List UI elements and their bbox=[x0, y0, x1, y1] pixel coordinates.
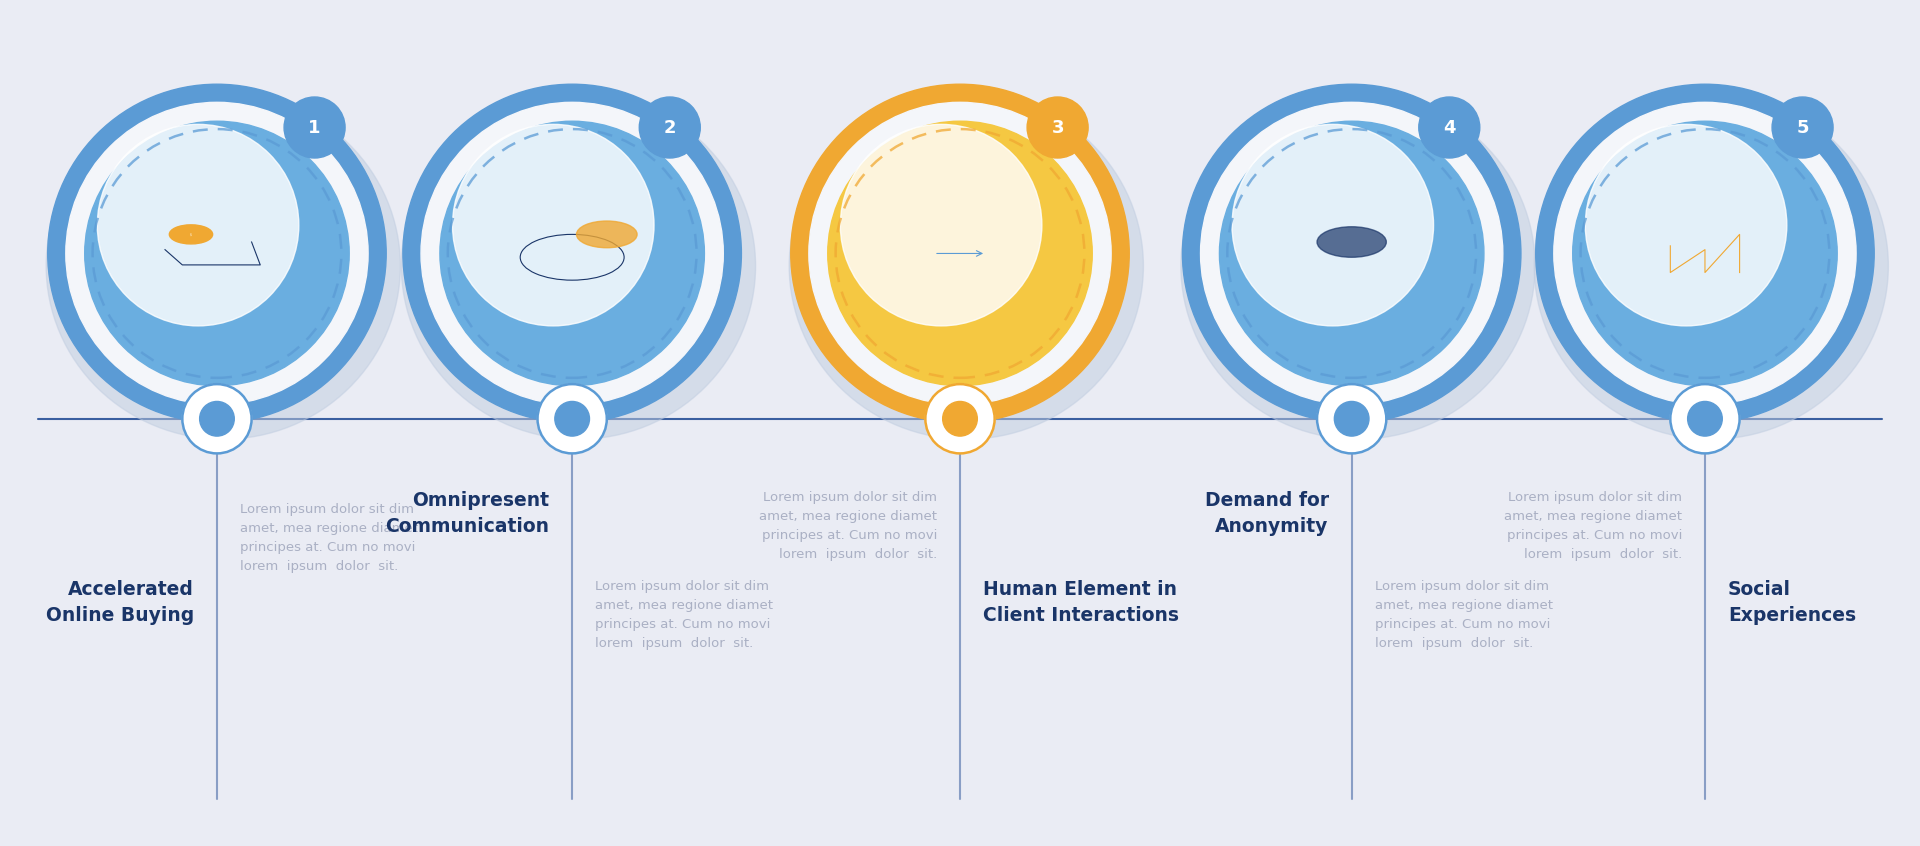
Ellipse shape bbox=[1317, 384, 1386, 453]
Ellipse shape bbox=[1317, 227, 1386, 257]
Ellipse shape bbox=[943, 402, 977, 436]
Text: Lorem ipsum dolor sit dim
amet, mea regione diamet
principes at. Cum no movi
lor: Lorem ipsum dolor sit dim amet, mea regi… bbox=[240, 503, 419, 574]
Ellipse shape bbox=[48, 85, 386, 423]
Ellipse shape bbox=[555, 402, 589, 436]
Text: Social
Experiences: Social Experiences bbox=[1728, 580, 1857, 625]
Ellipse shape bbox=[1219, 121, 1484, 386]
Ellipse shape bbox=[420, 102, 724, 404]
Text: Lorem ipsum dolor sit dim
amet, mea regione diamet
principes at. Cum no movi
lor: Lorem ipsum dolor sit dim amet, mea regi… bbox=[758, 491, 937, 561]
Ellipse shape bbox=[1572, 121, 1837, 386]
Ellipse shape bbox=[401, 93, 756, 439]
Text: Lorem ipsum dolor sit dim
amet, mea regione diamet
principes at. Cum no movi
lor: Lorem ipsum dolor sit dim amet, mea regi… bbox=[1503, 491, 1682, 561]
Ellipse shape bbox=[576, 221, 637, 248]
Ellipse shape bbox=[169, 225, 213, 244]
Ellipse shape bbox=[1027, 97, 1089, 158]
Ellipse shape bbox=[440, 121, 705, 386]
Ellipse shape bbox=[1670, 384, 1740, 453]
Ellipse shape bbox=[1419, 97, 1480, 158]
Ellipse shape bbox=[828, 121, 1092, 386]
Ellipse shape bbox=[1183, 85, 1521, 423]
Ellipse shape bbox=[1772, 97, 1834, 158]
Text: Lorem ipsum dolor sit dim
amet, mea regione diamet
principes at. Cum no movi
lor: Lorem ipsum dolor sit dim amet, mea regi… bbox=[595, 580, 774, 650]
Text: Accelerated
Online Buying: Accelerated Online Buying bbox=[46, 580, 194, 625]
Ellipse shape bbox=[1688, 402, 1722, 436]
Ellipse shape bbox=[1334, 402, 1369, 436]
Text: Omnipresent
Communication: Omnipresent Communication bbox=[386, 491, 549, 536]
Ellipse shape bbox=[1536, 85, 1874, 423]
Text: Human Element in
Client Interactions: Human Element in Client Interactions bbox=[983, 580, 1179, 625]
Ellipse shape bbox=[791, 85, 1129, 423]
Ellipse shape bbox=[65, 102, 369, 404]
Ellipse shape bbox=[182, 384, 252, 453]
Ellipse shape bbox=[403, 85, 741, 423]
Text: Lorem ipsum dolor sit dim
amet, mea regione diamet
principes at. Cum no movi
lor: Lorem ipsum dolor sit dim amet, mea regi… bbox=[1375, 580, 1553, 650]
Ellipse shape bbox=[1200, 102, 1503, 404]
Ellipse shape bbox=[841, 124, 1043, 326]
Ellipse shape bbox=[46, 93, 401, 439]
Text: 2: 2 bbox=[664, 118, 676, 136]
Text: $: $ bbox=[190, 233, 192, 236]
Ellipse shape bbox=[1534, 93, 1889, 439]
Text: 5: 5 bbox=[1797, 118, 1809, 136]
Ellipse shape bbox=[789, 93, 1144, 439]
Ellipse shape bbox=[639, 97, 701, 158]
Text: 3: 3 bbox=[1052, 118, 1064, 136]
Text: 4: 4 bbox=[1444, 118, 1455, 136]
Ellipse shape bbox=[453, 124, 655, 326]
Ellipse shape bbox=[808, 102, 1112, 404]
Text: 1: 1 bbox=[309, 118, 321, 136]
Ellipse shape bbox=[84, 121, 349, 386]
Ellipse shape bbox=[538, 384, 607, 453]
Ellipse shape bbox=[1181, 93, 1536, 439]
Ellipse shape bbox=[925, 384, 995, 453]
Text: Demand for
Anonymity: Demand for Anonymity bbox=[1204, 491, 1329, 536]
Ellipse shape bbox=[98, 124, 300, 326]
Ellipse shape bbox=[284, 97, 346, 158]
Ellipse shape bbox=[200, 402, 234, 436]
Ellipse shape bbox=[1553, 102, 1857, 404]
Ellipse shape bbox=[1586, 124, 1788, 326]
Ellipse shape bbox=[1233, 124, 1434, 326]
